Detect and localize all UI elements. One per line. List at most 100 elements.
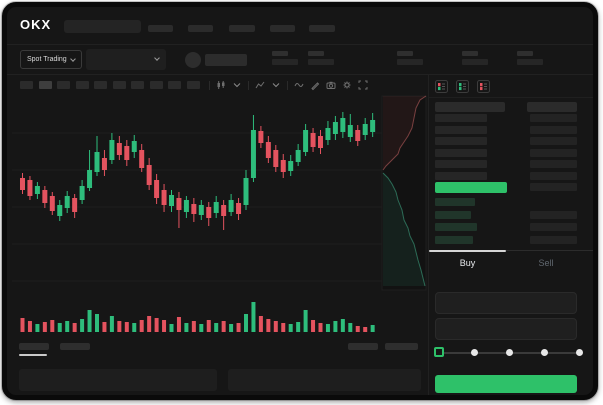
slider-point[interactable]: [470, 349, 478, 356]
orderbook-bid-row[interactable]: [435, 210, 471, 219]
chevron-down-icon[interactable]: [271, 80, 281, 91]
market-type-dropdown[interactable]: Spot Trading: [20, 50, 82, 69]
book-bids-icon[interactable]: [456, 80, 469, 93]
chart-settings-icon[interactable]: [342, 80, 352, 91]
line-tool-icon[interactable]: [294, 80, 304, 91]
bottom-panel-placeholder: [228, 369, 421, 391]
okx-logo: OKX: [20, 17, 52, 32]
nav-item-placeholder[interactable]: [229, 25, 255, 32]
orderbook-ask-row[interactable]: [530, 137, 577, 145]
orderbook-ask-row[interactable]: [530, 148, 577, 157]
fullscreen-icon[interactable]: [358, 80, 368, 91]
candlestick-series: [20, 112, 376, 230]
active-tab-indicator: [429, 250, 506, 252]
book-combined-icon[interactable]: [435, 80, 448, 93]
timeframe-button-placeholder[interactable]: [149, 81, 163, 89]
amount-input[interactable]: [435, 318, 577, 340]
timeframe-button-placeholder[interactable]: [94, 81, 107, 89]
tab-buy[interactable]: Buy: [459, 258, 476, 268]
snapshot-icon[interactable]: [326, 80, 336, 91]
orderbook-ask-row[interactable]: [435, 148, 487, 157]
chevron-down-icon: [69, 55, 76, 62]
search-input[interactable]: [64, 20, 141, 33]
active-tab-underline: [19, 354, 47, 356]
stat-value-placeholder: [308, 59, 334, 65]
chart-column: [7, 75, 428, 395]
depth-overlay: [381, 95, 427, 291]
nav-item-placeholder[interactable]: [148, 25, 173, 32]
orderbook-ask-row[interactable]: [435, 171, 487, 180]
orderbook-ask-row[interactable]: [435, 125, 487, 134]
ticker-stat-placeholder: [308, 51, 334, 65]
price-input[interactable]: [435, 292, 577, 314]
slider-point[interactable]: [505, 349, 513, 356]
stat-label-placeholder: [462, 51, 478, 56]
stat-value-placeholder: [517, 59, 543, 65]
slider-point[interactable]: [540, 349, 548, 356]
market-type-label: Spot Trading: [27, 56, 67, 63]
timeframe-button-placeholder[interactable]: [75, 81, 89, 89]
orderbook-bid-row[interactable]: [435, 198, 475, 206]
bottom-tab-bar: [7, 340, 428, 358]
stat-label-placeholder: [272, 51, 288, 56]
bottom-bar-action-placeholder[interactable]: [348, 343, 378, 350]
amount-slider[interactable]: [429, 345, 593, 361]
slider-point[interactable]: [575, 349, 583, 356]
orderbook-bid-row[interactable]: [530, 223, 577, 231]
buy-submit-button[interactable]: [435, 375, 577, 393]
orderbook-ask-row[interactable]: [435, 114, 487, 122]
ticker-stat-placeholder: [397, 51, 423, 65]
trade-tab-bar: Buy Sell: [429, 250, 593, 276]
divider: [209, 80, 210, 90]
draw-tool-icon[interactable]: [310, 80, 320, 91]
timeframe-button-placeholder[interactable]: [168, 81, 181, 89]
top-navbar: OKX: [7, 7, 593, 45]
orderbook-bid-row[interactable]: [530, 210, 577, 219]
stat-value-placeholder: [462, 59, 488, 65]
orderbook-ask-row[interactable]: [435, 137, 487, 145]
timeframe-button-placeholder[interactable]: [38, 81, 52, 89]
bottom-bar-action-placeholder[interactable]: [385, 343, 418, 350]
tab-sell[interactable]: Sell: [538, 258, 554, 268]
book-asks-icon[interactable]: [477, 80, 490, 93]
slider-point-selected[interactable]: [434, 347, 444, 357]
orderbook-bid-row[interactable]: [435, 223, 477, 231]
pair-selector-dropdown[interactable]: [86, 49, 166, 70]
timeframe-button-placeholder[interactable]: [20, 81, 33, 89]
nav-item-placeholder[interactable]: [309, 25, 335, 32]
nav-item-placeholder[interactable]: [270, 25, 295, 32]
bottom-tab-placeholder[interactable]: [19, 343, 49, 350]
chevron-down-icon[interactable]: [232, 80, 242, 91]
ticker-stat-placeholder: [272, 51, 298, 65]
volume-bars: [20, 302, 375, 332]
stat-label-placeholder: [517, 51, 533, 56]
bottom-panels: [7, 369, 428, 391]
divider: [429, 97, 593, 98]
orderbook-header-placeholder: [435, 102, 505, 112]
orderbook-bid-row[interactable]: [530, 235, 577, 244]
orderbook-row[interactable]: [530, 183, 577, 191]
bottom-tab-placeholder[interactable]: [60, 343, 90, 350]
nav-item-placeholder[interactable]: [188, 25, 213, 32]
orderbook-panel: Buy Sell: [428, 75, 593, 395]
orderbook-ask-row[interactable]: [435, 160, 487, 168]
timeframe-button-placeholder[interactable]: [57, 81, 70, 89]
timeframe-button-placeholder[interactable]: [131, 81, 144, 89]
timeframe-button-placeholder[interactable]: [186, 81, 200, 89]
orderbook-ask-row[interactable]: [530, 160, 577, 168]
app-window: OKX Spot Trading: [2, 2, 598, 400]
divider: [287, 80, 288, 90]
orderbook-ask-row[interactable]: [530, 125, 577, 134]
timeframe-button-placeholder[interactable]: [112, 81, 126, 89]
indicators-icon[interactable]: [255, 80, 265, 91]
chevron-down-icon: [154, 55, 160, 61]
divider: [429, 250, 593, 251]
stat-value-placeholder: [397, 59, 423, 65]
candle-style-icon[interactable]: [216, 80, 226, 91]
last-price-highlight: [435, 182, 507, 193]
orderbook-ask-row[interactable]: [530, 171, 577, 180]
orderbook-ask-row[interactable]: [530, 114, 577, 122]
orderbook-header-placeholder: [527, 102, 577, 112]
orderbook-bid-row[interactable]: [435, 235, 473, 244]
price-chart[interactable]: [7, 95, 428, 335]
